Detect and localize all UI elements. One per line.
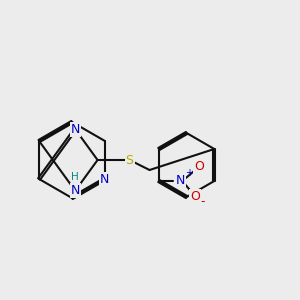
- Text: N: N: [70, 184, 80, 197]
- Text: N: N: [176, 175, 185, 188]
- Text: +: +: [185, 168, 193, 178]
- Text: N: N: [70, 123, 80, 136]
- Text: -: -: [201, 196, 205, 208]
- Text: H: H: [71, 172, 79, 182]
- Text: O: O: [190, 190, 200, 202]
- Text: S: S: [126, 154, 134, 166]
- Text: O: O: [194, 160, 204, 173]
- Text: N: N: [100, 172, 110, 185]
